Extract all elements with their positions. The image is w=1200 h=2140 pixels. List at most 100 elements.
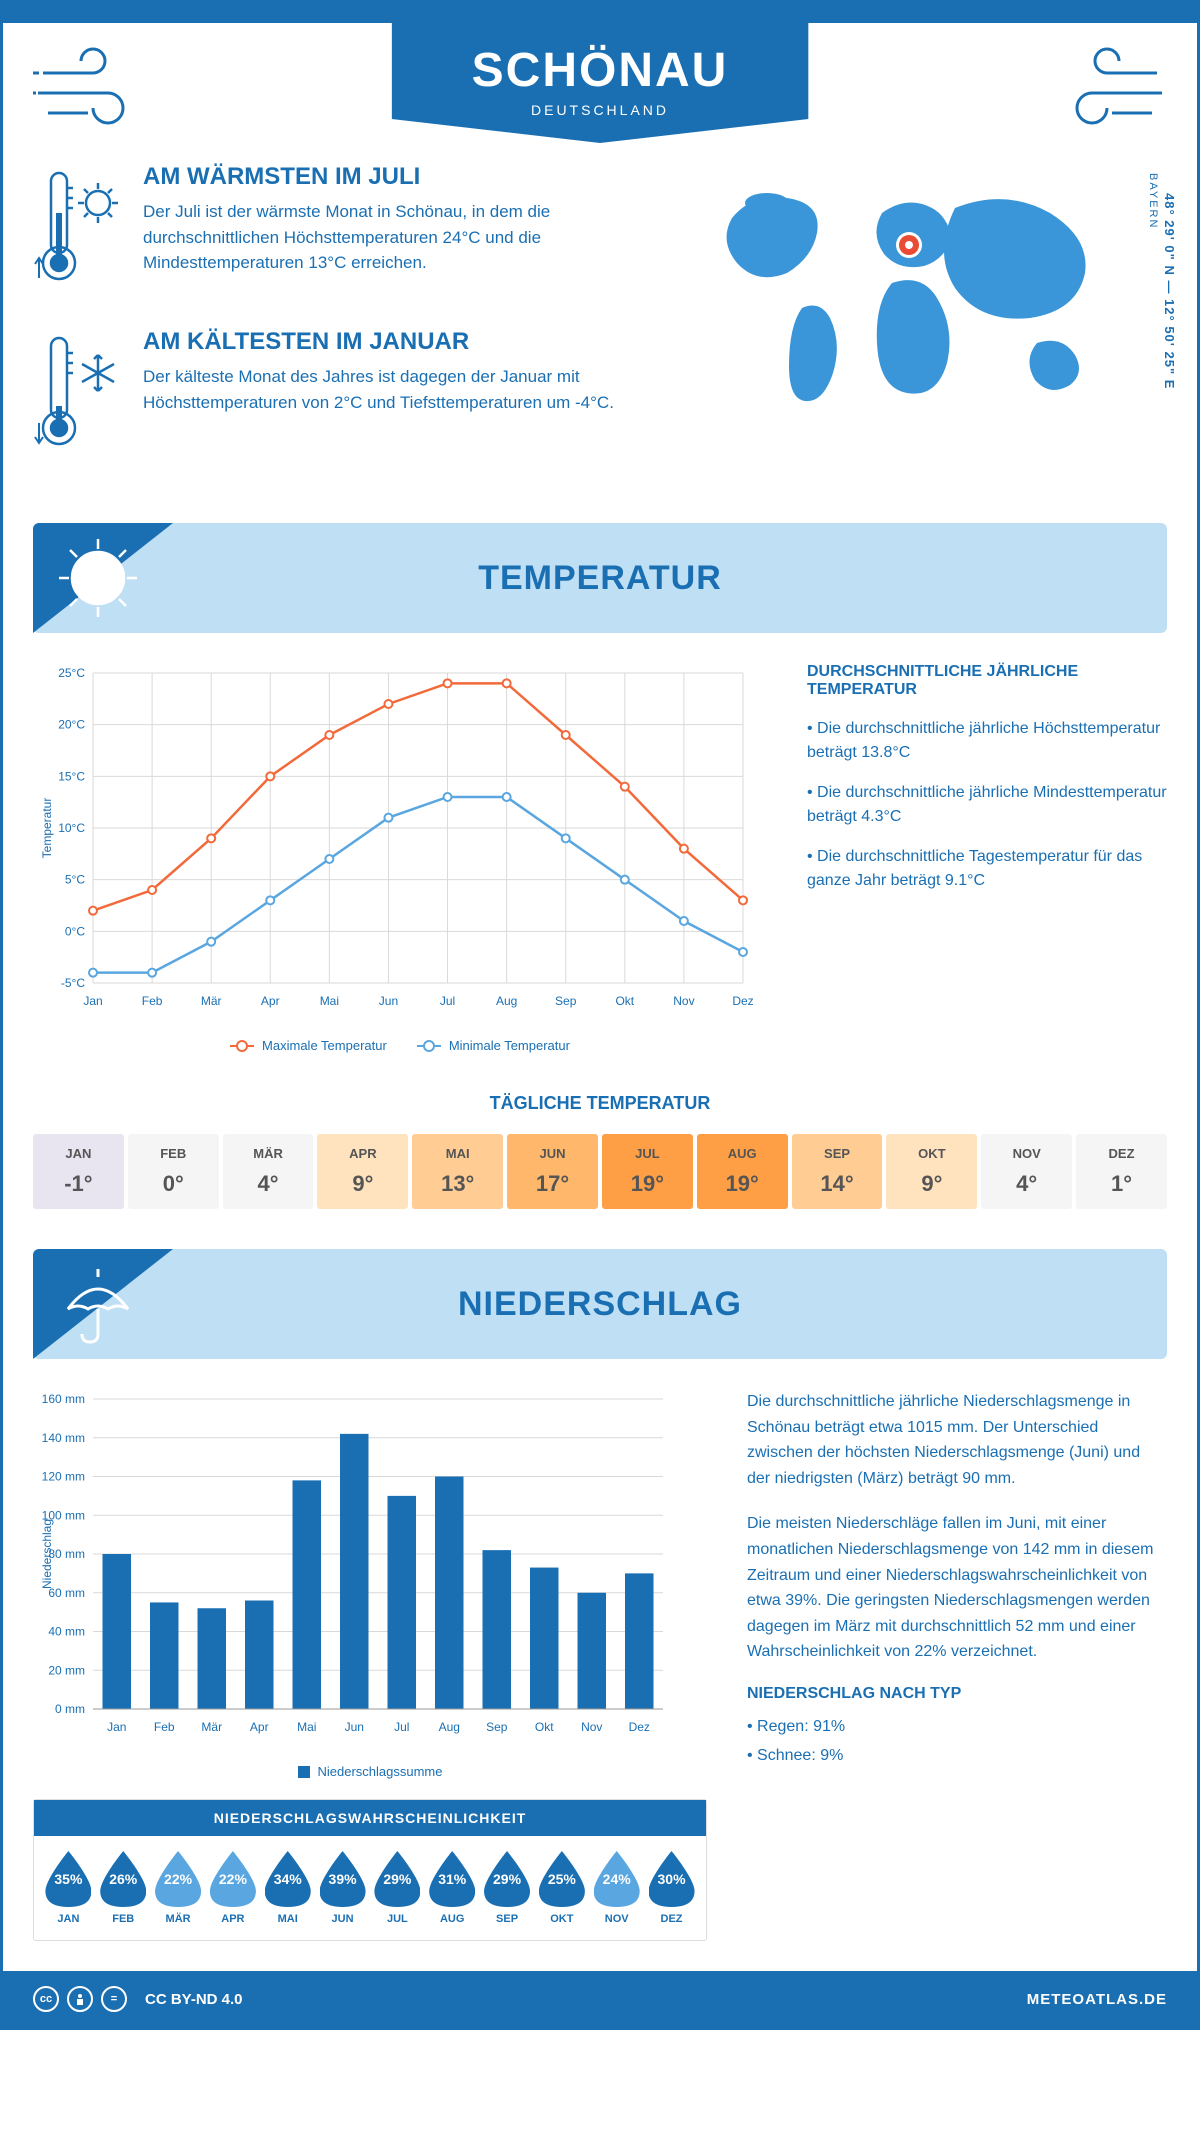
city-title: SCHÖNAU bbox=[472, 43, 729, 98]
svg-text:20°C: 20°C bbox=[58, 718, 85, 732]
footer: cc = CC BY-ND 4.0 METEOATLAS.DE bbox=[3, 1971, 1197, 2027]
svg-text:Jun: Jun bbox=[379, 994, 398, 1008]
month-cell: OKT9° bbox=[886, 1134, 977, 1209]
precip-probability-box: NIEDERSCHLAGSWAHRSCHEINLICHKEIT 35%JAN26… bbox=[33, 1799, 707, 1941]
month-cell: NOV4° bbox=[981, 1134, 1072, 1209]
svg-text:20 mm: 20 mm bbox=[48, 1663, 85, 1677]
sun-icon bbox=[53, 533, 143, 628]
thermometer-sun-icon bbox=[33, 163, 123, 298]
top-row: AM WÄRMSTEN IM JULI Der Juli ist der wär… bbox=[33, 163, 1167, 493]
precip-heading: NIEDERSCHLAG bbox=[458, 1285, 742, 1324]
prob-drop: 39%JUN bbox=[316, 1851, 369, 1925]
svg-text:0 mm: 0 mm bbox=[55, 1702, 85, 1716]
prob-drop: 24%NOV bbox=[590, 1851, 643, 1925]
cold-title: AM KÄLTESTEN IM JANUAR bbox=[143, 328, 657, 356]
site-name: METEOATLAS.DE bbox=[1027, 1991, 1167, 2008]
by-icon bbox=[67, 1986, 93, 2012]
month-cell: DEZ1° bbox=[1076, 1134, 1167, 1209]
month-cell: APR9° bbox=[317, 1134, 408, 1209]
header-band bbox=[3, 3, 1197, 23]
svg-text:160 mm: 160 mm bbox=[42, 1392, 85, 1406]
precip-type-item: • Schnee: 9% bbox=[747, 1742, 1167, 1771]
svg-text:Apr: Apr bbox=[261, 994, 280, 1008]
temp-heading: TEMPERATUR bbox=[478, 559, 722, 598]
wind-icon bbox=[1047, 43, 1167, 138]
title-area: SCHÖNAU DEUTSCHLAND bbox=[3, 23, 1197, 163]
title-ribbon: SCHÖNAU DEUTSCHLAND bbox=[392, 23, 809, 143]
svg-text:Niederschlag: Niederschlag bbox=[40, 1519, 54, 1589]
precip-banner: NIEDERSCHLAG bbox=[33, 1249, 1167, 1359]
warm-text: Der Juli ist der wärmste Monat in Schöna… bbox=[143, 199, 657, 276]
region-label: BAYERN bbox=[1147, 173, 1159, 229]
month-cell: FEB0° bbox=[128, 1134, 219, 1209]
prob-drop: 35%JAN bbox=[42, 1851, 95, 1925]
svg-text:Mai: Mai bbox=[320, 994, 339, 1008]
svg-text:120 mm: 120 mm bbox=[42, 1470, 85, 1484]
svg-text:Dez: Dez bbox=[732, 994, 753, 1008]
umbrella-icon bbox=[53, 1259, 143, 1354]
precip-para-1: Die durchschnittliche jährliche Niedersc… bbox=[747, 1389, 1167, 1491]
svg-text:Aug: Aug bbox=[439, 1720, 460, 1734]
svg-text:Sep: Sep bbox=[555, 994, 577, 1008]
month-cell: JUL19° bbox=[602, 1134, 693, 1209]
temperature-line-chart: -5°C0°C5°C10°C15°C20°C25°CJanFebMärAprMa… bbox=[33, 663, 767, 1053]
svg-text:Jun: Jun bbox=[345, 1720, 364, 1734]
svg-text:140 mm: 140 mm bbox=[42, 1431, 85, 1445]
month-cell: JAN-1° bbox=[33, 1134, 124, 1209]
daily-temp-strip: JAN-1°FEB0°MÄR4°APR9°MAI13°JUN17°JUL19°A… bbox=[33, 1134, 1167, 1209]
svg-text:Mär: Mär bbox=[201, 1720, 222, 1734]
svg-text:Jul: Jul bbox=[440, 994, 455, 1008]
cc-icon: cc bbox=[33, 1986, 59, 2012]
svg-text:Sep: Sep bbox=[486, 1720, 508, 1734]
temp-bullet: • Die durchschnittliche jährliche Höchst… bbox=[807, 717, 1167, 765]
daily-temp-heading: TÄGLICHE TEMPERATUR bbox=[33, 1093, 1167, 1114]
svg-text:Temperatur: Temperatur bbox=[40, 798, 54, 859]
precipitation-bar-chart: 0 mm20 mm40 mm60 mm80 mm100 mm120 mm140 … bbox=[33, 1389, 707, 1779]
month-cell: AUG19° bbox=[697, 1134, 788, 1209]
svg-text:Aug: Aug bbox=[496, 994, 517, 1008]
prob-title: NIEDERSCHLAGSWAHRSCHEINLICHKEIT bbox=[34, 1800, 706, 1836]
cold-summary: AM KÄLTESTEN IM JANUAR Der kälteste Mona… bbox=[33, 328, 657, 463]
svg-text:0°C: 0°C bbox=[65, 924, 85, 938]
coordinates: 48° 29' 0" N — 12° 50' 25" E bbox=[1162, 193, 1177, 389]
month-cell: SEP14° bbox=[792, 1134, 883, 1209]
wind-icon bbox=[33, 43, 153, 138]
svg-text:5°C: 5°C bbox=[65, 873, 85, 887]
svg-text:Okt: Okt bbox=[535, 1720, 554, 1734]
precip-legend-label: Niederschlagssumme bbox=[318, 1764, 443, 1779]
svg-text:40 mm: 40 mm bbox=[48, 1625, 85, 1639]
warm-summary: AM WÄRMSTEN IM JULI Der Juli ist der wär… bbox=[33, 163, 657, 298]
svg-text:15°C: 15°C bbox=[58, 769, 85, 783]
legend-min: Minimale Temperatur bbox=[449, 1038, 570, 1053]
prob-drop: 22%MÄR bbox=[152, 1851, 205, 1925]
warm-title: AM WÄRMSTEN IM JULI bbox=[143, 163, 657, 191]
prob-drop: 26%FEB bbox=[97, 1851, 150, 1925]
svg-text:Feb: Feb bbox=[154, 1720, 175, 1734]
prob-drop: 29%SEP bbox=[481, 1851, 534, 1925]
nd-icon: = bbox=[101, 1986, 127, 2012]
legend-max: Maximale Temperatur bbox=[262, 1038, 387, 1053]
svg-text:-5°C: -5°C bbox=[61, 976, 85, 990]
temp-bullet: • Die durchschnittliche jährliche Mindes… bbox=[807, 781, 1167, 829]
svg-text:Mär: Mär bbox=[201, 994, 222, 1008]
svg-text:10°C: 10°C bbox=[58, 821, 85, 835]
prob-drop: 34%MAI bbox=[261, 1851, 314, 1925]
svg-text:Nov: Nov bbox=[673, 994, 694, 1008]
precip-para-2: Die meisten Niederschläge fallen im Juni… bbox=[747, 1511, 1167, 1665]
country-subtitle: DEUTSCHLAND bbox=[472, 102, 729, 118]
prob-drop: 30%DEZ bbox=[645, 1851, 698, 1925]
temp-banner: TEMPERATUR bbox=[33, 523, 1167, 633]
precip-type-title: NIEDERSCHLAG NACH TYP bbox=[747, 1685, 1167, 1703]
prob-drop: 22%APR bbox=[206, 1851, 259, 1925]
svg-text:Jan: Jan bbox=[83, 994, 102, 1008]
svg-text:Nov: Nov bbox=[581, 1720, 602, 1734]
temp-side-title: DURCHSCHNITTLICHE JÄHRLICHE TEMPERATUR bbox=[807, 663, 1167, 699]
precip-text-panel: Die durchschnittliche jährliche Niedersc… bbox=[747, 1389, 1167, 1941]
license-text: CC BY-ND 4.0 bbox=[145, 1991, 243, 2008]
prob-drop: 31%AUG bbox=[426, 1851, 479, 1925]
prob-drop: 25%OKT bbox=[535, 1851, 588, 1925]
infographic-frame: SCHÖNAU DEUTSCHLAND bbox=[0, 0, 1200, 2030]
temp-legend: Maximale Temperatur Minimale Temperatur bbox=[33, 1038, 767, 1053]
month-cell: JUN17° bbox=[507, 1134, 598, 1209]
month-cell: MAI13° bbox=[412, 1134, 503, 1209]
